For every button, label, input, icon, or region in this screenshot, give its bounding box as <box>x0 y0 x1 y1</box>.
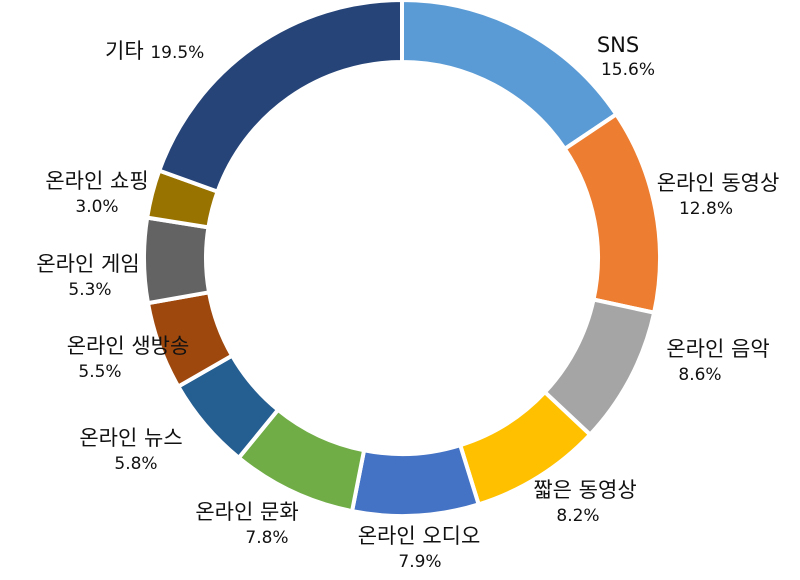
slice-label-value-11: 19.5% <box>150 43 204 63</box>
slice-label-name-10: 온라인 쇼핑 <box>45 169 148 193</box>
slice-label-name-8: 온라인 생방송 <box>67 334 190 358</box>
slice-2 <box>562 111 662 316</box>
slice-label-11: 기타 19.5% <box>105 39 204 63</box>
slice-label-name-1: SNS <box>597 33 639 57</box>
slice-11 <box>156 0 404 195</box>
slice-label-value-6: 7.8% <box>245 528 288 548</box>
slice-label-value-8: 5.5% <box>78 362 121 382</box>
slice-label-value-4: 8.2% <box>556 506 599 526</box>
slice-label-name-9: 온라인 게임 <box>36 252 139 276</box>
slice-label-value-7: 5.8% <box>114 454 157 474</box>
slice-label-value-3: 8.6% <box>678 365 721 385</box>
slice-label-name-11: 기타 <box>105 39 150 63</box>
slice-label-name-7: 온라인 뉴스 <box>79 426 182 450</box>
slice-label-name-2: 온라인 동영상 <box>657 171 780 195</box>
slice-label-name-4: 짧은 동영상 <box>533 478 636 502</box>
slice-label-value-5: 7.9% <box>398 552 441 572</box>
slice-9 <box>142 215 212 306</box>
slice-label-name-3: 온라인 음악 <box>666 337 769 361</box>
slice-label-value-9: 5.3% <box>68 280 111 300</box>
slice-label-value-10: 3.0% <box>75 197 118 217</box>
slice-1 <box>400 0 620 152</box>
slice-label-value-2: 12.8% <box>679 199 733 219</box>
slice-5 <box>349 442 482 518</box>
slice-label-value-1: 15.6% <box>601 60 655 80</box>
slice-label-name-6: 온라인 문화 <box>195 500 298 524</box>
slice-labels: SNS 15.6% 온라인 동영상 12.8% 온라인 음악 8.6% 짧은 동영상 8.2%… <box>36 33 779 572</box>
slice-label-name-5: 온라인 오디오 <box>358 524 481 548</box>
donut-slices <box>142 0 662 518</box>
